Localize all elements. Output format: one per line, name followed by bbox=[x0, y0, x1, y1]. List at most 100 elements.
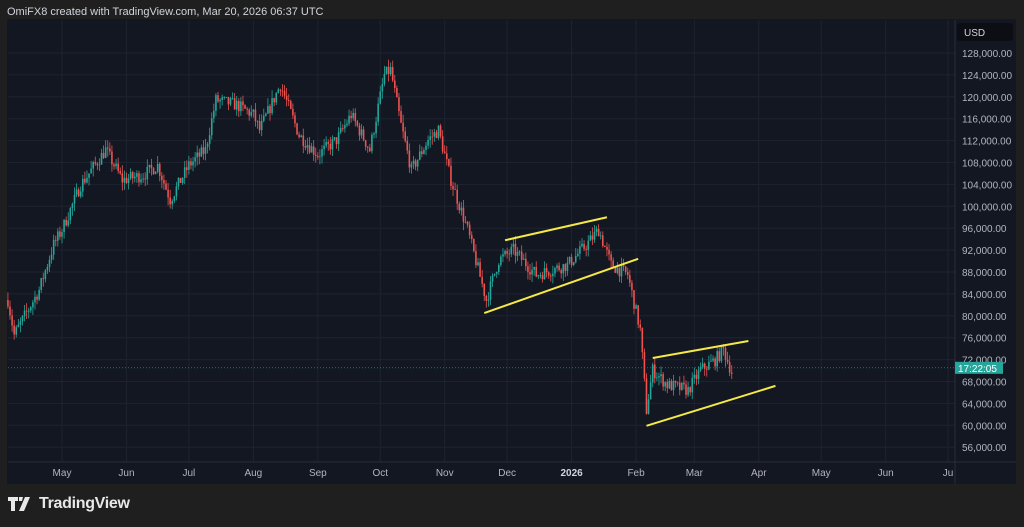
x-tick-label: Feb bbox=[627, 468, 645, 479]
candle-body bbox=[529, 271, 531, 275]
candle-body bbox=[385, 66, 388, 74]
candle-body bbox=[23, 310, 26, 316]
candle-body bbox=[183, 167, 186, 178]
candle-body bbox=[730, 372, 733, 374]
x-tick-label: Aug bbox=[244, 468, 262, 479]
candle-body bbox=[25, 310, 28, 312]
candle-body bbox=[354, 113, 357, 122]
candle-body bbox=[375, 121, 377, 134]
candle-body bbox=[298, 134, 300, 138]
candle-body bbox=[612, 260, 614, 268]
candle-body bbox=[502, 254, 504, 257]
candle-body bbox=[406, 140, 409, 151]
candle-body bbox=[622, 264, 625, 267]
candle-body bbox=[624, 266, 627, 272]
candle-body bbox=[610, 254, 612, 261]
y-tick-label: 88,000.00 bbox=[962, 268, 1007, 279]
candle-body bbox=[40, 278, 42, 290]
candle-body bbox=[196, 152, 198, 158]
y-tick-label: 60,000.00 bbox=[962, 421, 1007, 432]
candle-body bbox=[606, 246, 608, 250]
candle-body bbox=[300, 135, 302, 138]
candle-body bbox=[142, 178, 144, 180]
candle-body bbox=[470, 235, 473, 240]
candle-body bbox=[208, 135, 211, 144]
candle-body bbox=[342, 128, 344, 129]
candle-body bbox=[364, 140, 367, 147]
candle-body bbox=[493, 273, 496, 276]
candle-body bbox=[425, 145, 427, 150]
candle-body bbox=[593, 231, 596, 240]
candle-body bbox=[701, 363, 704, 368]
candle-body bbox=[693, 374, 696, 378]
candle-body bbox=[639, 324, 642, 328]
candle-body bbox=[656, 377, 658, 379]
x-tick-label: May bbox=[812, 468, 831, 479]
candle-body bbox=[59, 231, 61, 237]
candle-body bbox=[458, 203, 461, 211]
candle-body bbox=[109, 148, 111, 152]
candle-body bbox=[258, 121, 261, 131]
y-tick-label: 96,000.00 bbox=[962, 224, 1007, 235]
candle-body bbox=[158, 163, 161, 176]
candle-body bbox=[554, 268, 556, 274]
candle-body bbox=[181, 177, 184, 184]
candle-body bbox=[525, 258, 527, 267]
candle-body bbox=[82, 178, 84, 192]
y-tick-label: 56,000.00 bbox=[962, 443, 1007, 454]
candle-body bbox=[633, 290, 635, 309]
candle-body bbox=[200, 147, 203, 157]
candle-body bbox=[352, 113, 354, 119]
candle-body bbox=[156, 163, 159, 172]
trendline bbox=[483, 257, 639, 315]
candle-body bbox=[125, 177, 128, 183]
candle-body bbox=[566, 262, 569, 271]
candle-body bbox=[543, 268, 546, 280]
candle-body bbox=[635, 305, 637, 309]
candle-body bbox=[100, 152, 103, 165]
candle-body bbox=[285, 95, 288, 101]
candle-body bbox=[325, 142, 327, 146]
candle-body bbox=[219, 99, 221, 102]
candle-body bbox=[314, 154, 317, 156]
candle-body bbox=[77, 189, 80, 197]
candle-body bbox=[637, 305, 639, 325]
candle-body bbox=[192, 161, 194, 166]
candle-body bbox=[570, 256, 573, 265]
candle-body bbox=[448, 159, 450, 166]
candle-body bbox=[106, 147, 109, 149]
candle-body bbox=[190, 161, 192, 166]
candle-body bbox=[400, 111, 402, 123]
candle-body bbox=[186, 167, 188, 170]
candle-body bbox=[556, 265, 558, 269]
candle-body bbox=[514, 243, 517, 256]
candle-body bbox=[660, 374, 662, 377]
candle-body bbox=[136, 173, 138, 177]
y-tick-label: 72,000.00 bbox=[962, 356, 1007, 367]
candle-body bbox=[535, 267, 538, 277]
countdown-label: 17:22:05 bbox=[958, 364, 997, 375]
candle-body bbox=[154, 171, 157, 175]
candle-body bbox=[287, 100, 290, 102]
candle-body bbox=[574, 255, 577, 263]
candle-body bbox=[703, 363, 706, 369]
candle-body bbox=[63, 219, 65, 233]
candle-body bbox=[491, 275, 494, 282]
candle-body bbox=[312, 146, 315, 155]
candle-body bbox=[373, 133, 375, 135]
x-tick-label: Oct bbox=[372, 468, 388, 479]
candle-body bbox=[608, 249, 610, 255]
candle-body bbox=[292, 108, 294, 116]
candle-body bbox=[115, 163, 117, 167]
candle-body bbox=[423, 149, 425, 154]
candle-body bbox=[169, 197, 171, 205]
candle-body bbox=[369, 147, 371, 152]
candle-body bbox=[165, 183, 167, 190]
tradingview-logo[interactable]: TradingView bbox=[8, 495, 130, 513]
candle-body bbox=[404, 131, 406, 141]
candle-body bbox=[672, 380, 675, 391]
candle-body bbox=[473, 239, 475, 252]
candle-body bbox=[629, 275, 631, 283]
candle-body bbox=[358, 125, 361, 136]
